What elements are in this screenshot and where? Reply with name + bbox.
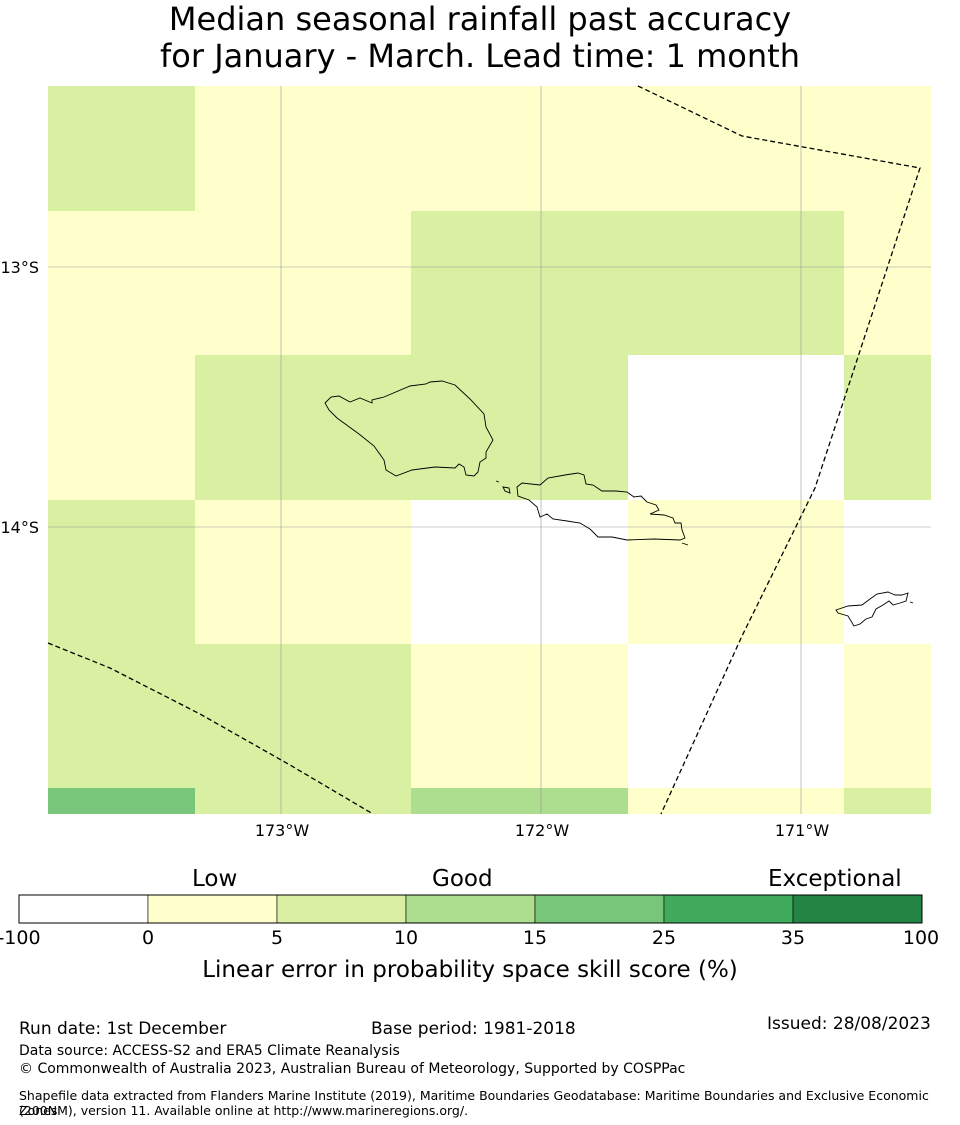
grid-cell xyxy=(48,788,195,814)
islet-east-tip xyxy=(681,542,689,546)
islet-west xyxy=(495,480,500,483)
title-line-1: Median seasonal rainfall past accuracy xyxy=(168,0,792,38)
grid-cell xyxy=(48,644,195,788)
lon-label-172w: 172°W xyxy=(514,821,570,840)
colorbar-tick: -100 xyxy=(0,927,41,949)
grid-cell xyxy=(411,500,628,644)
copyright: © Commonwealth of Australia 2023, Austra… xyxy=(19,1061,686,1077)
grid-cell xyxy=(844,211,931,355)
colorbar-segment xyxy=(18,894,149,924)
data-source: Data source: ACCESS-S2 and ERA5 Climate … xyxy=(19,1043,400,1059)
islet-aunuu xyxy=(909,601,914,604)
grid-cell xyxy=(411,86,628,211)
base-period: Base period: 1981-2018 xyxy=(371,1019,576,1039)
grid-cell xyxy=(628,86,844,211)
colorbar-tick: 100 xyxy=(902,927,940,949)
lon-label-173w: 173°W xyxy=(254,821,310,840)
title-line-2: for January - March. Lead time: 1 month xyxy=(160,37,800,75)
colorbar-segment xyxy=(405,894,536,924)
grid-cell xyxy=(844,86,931,211)
grid-cell xyxy=(48,355,195,500)
grid-cell xyxy=(195,86,411,211)
grid-cell xyxy=(195,355,411,500)
grid-cell xyxy=(628,644,844,788)
colorbar-tick: 5 xyxy=(270,927,284,949)
category-exceptional: Exceptional xyxy=(768,866,902,892)
colorbar-tick: 25 xyxy=(651,927,677,949)
grid-cell xyxy=(844,644,931,788)
colorbar-frame xyxy=(18,894,923,924)
eez-boundary-east xyxy=(637,85,921,815)
grid-cell xyxy=(844,355,931,500)
grid-cell xyxy=(195,644,411,788)
grid-cell xyxy=(48,211,195,355)
colorbar-segment xyxy=(792,894,923,924)
grid-cell xyxy=(628,355,844,500)
colorbar-tick: 0 xyxy=(141,927,155,949)
eez-boundary-southwest xyxy=(47,642,374,815)
graticule xyxy=(48,86,931,814)
grid-cell xyxy=(411,211,628,355)
colorbar-segment xyxy=(534,894,665,924)
islands xyxy=(324,380,914,627)
colorbar-label: Linear error in probability space skill … xyxy=(202,957,738,983)
category-good: Good xyxy=(432,866,493,892)
island-tutuila xyxy=(835,591,909,627)
grid-cells xyxy=(48,86,931,814)
grid-cell xyxy=(195,211,411,355)
lat-label-14s: 14°S xyxy=(0,518,39,537)
run-date: Run date: 1st December xyxy=(19,1019,227,1039)
colorbar-segment xyxy=(276,894,407,924)
grid-cell xyxy=(48,86,195,211)
grid-cell xyxy=(628,211,844,355)
island-upolu xyxy=(516,472,686,541)
colorbar-segment xyxy=(663,894,794,924)
lon-label-171w: 171°W xyxy=(774,821,830,840)
grid-cell xyxy=(628,788,844,814)
category-low: Low xyxy=(192,866,238,892)
grid-cell xyxy=(195,788,411,814)
colorbar-segment xyxy=(147,894,278,924)
issued-date: Issued: 28/08/2023 xyxy=(767,1014,931,1034)
grid-cell xyxy=(411,355,628,500)
grid-cell xyxy=(411,644,628,788)
grid-cell xyxy=(844,788,931,814)
colorbar-tick: 15 xyxy=(522,927,548,949)
shapefile-credit-line-1: Shapefile data extracted from Flanders M… xyxy=(19,1088,929,1118)
colorbar xyxy=(18,894,923,924)
grid-cell xyxy=(48,500,195,644)
colorbar-tick: 35 xyxy=(780,927,806,949)
island-savaii xyxy=(324,380,494,477)
grid-cell xyxy=(411,788,628,814)
eez-boundaries xyxy=(47,85,921,815)
shapefile-credit-line-2: (200NM), version 11. Available online at… xyxy=(19,1103,469,1118)
grid-cell xyxy=(195,500,411,644)
colorbar-tick: 10 xyxy=(393,927,419,949)
grid-cell xyxy=(844,500,931,644)
islet-apolima xyxy=(502,486,511,494)
lat-label-13s: 13°S xyxy=(0,258,39,277)
grid-cell xyxy=(628,500,844,644)
